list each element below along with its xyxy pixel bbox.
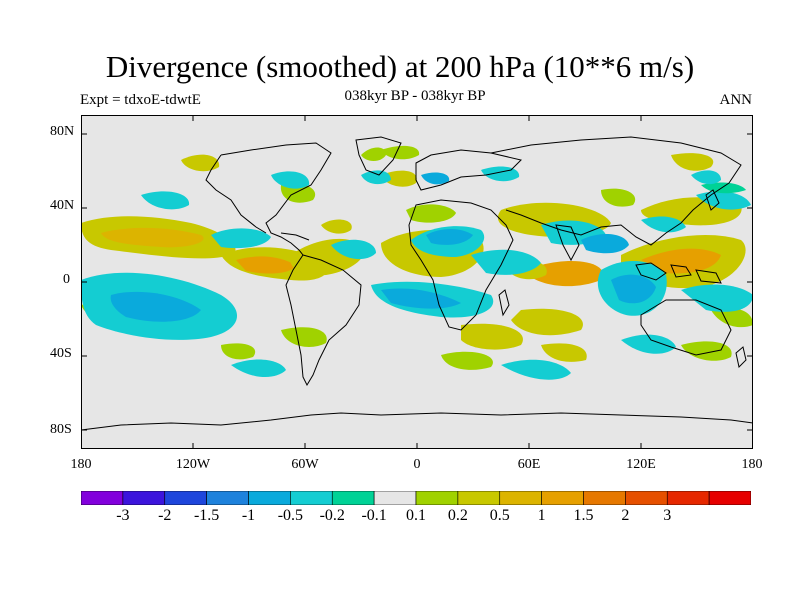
lat-label-0: 0 <box>63 272 70 287</box>
lat-label-80n: 80N <box>50 124 75 139</box>
colorbar-swatch <box>415 491 459 505</box>
lon-label-180w: 180 <box>70 457 92 472</box>
colorbar-label: -0.1 <box>361 507 387 524</box>
season-label: ANN <box>719 92 753 108</box>
colorbar <box>81 491 751 505</box>
colorbar-label: 0.1 <box>406 507 426 524</box>
lon-label-120w: 120W <box>175 457 211 472</box>
lon-label-0: 0 <box>413 457 421 472</box>
colorbar-label: -1 <box>241 507 256 524</box>
colorbar-swatch <box>164 491 207 505</box>
lon-label-60e: 60E <box>517 457 541 472</box>
colorbar-label: 1 <box>537 507 546 524</box>
lat-label-80s: 80S <box>50 422 72 437</box>
lat-ticks <box>81 133 753 431</box>
colorbar-swatch <box>248 491 291 505</box>
colorbar-swatch <box>81 491 124 505</box>
colorbar-label: 2 <box>621 507 630 524</box>
experiment-label: Expt = tdxoE-tdwtE <box>80 92 201 108</box>
colorbar-swatch <box>122 491 166 505</box>
divergence-map <box>81 115 753 449</box>
lon-label-120e: 120E <box>626 457 656 472</box>
colorbar-swatch <box>457 491 501 505</box>
colorbar-label: 3 <box>663 507 672 524</box>
colorbar-label: -0.5 <box>277 507 304 524</box>
lon-ticks <box>192 115 642 449</box>
lat-label-40n: 40N <box>50 198 75 213</box>
colorbar-label: 0.5 <box>489 507 510 524</box>
period-subtitle: 038kyr BP - 038kyr BP <box>344 88 486 104</box>
lon-label-180e: 180 <box>741 457 763 472</box>
colorbar-label: -3 <box>116 507 130 524</box>
colorbar-swatch <box>625 491 668 505</box>
colorbar-swatch <box>290 491 333 505</box>
colorbar-label: -1.5 <box>193 507 220 524</box>
colorbar-label: -2 <box>158 507 172 524</box>
colorbar-swatch <box>583 491 626 505</box>
negative-divergence-areas <box>81 166 753 380</box>
colorbar-label: -0.2 <box>319 507 345 524</box>
lat-label-40s: 40S <box>50 346 72 361</box>
lon-label-60w: 60W <box>291 457 319 472</box>
colorbar-swatch <box>541 491 584 505</box>
colorbar-swatch <box>708 491 751 505</box>
colorbar-swatch <box>206 491 249 505</box>
colorbar-label: 1.5 <box>573 507 594 524</box>
colorbar-swatch <box>331 491 375 505</box>
coastlines <box>81 136 753 431</box>
colorbar-swatch <box>666 491 710 505</box>
colorbar-label: 0.2 <box>447 507 468 524</box>
colorbar-swatch <box>373 491 417 505</box>
plot-title: Divergence (smoothed) at 200 hPa (10**6 … <box>105 49 695 84</box>
colorbar-swatch <box>499 491 542 505</box>
